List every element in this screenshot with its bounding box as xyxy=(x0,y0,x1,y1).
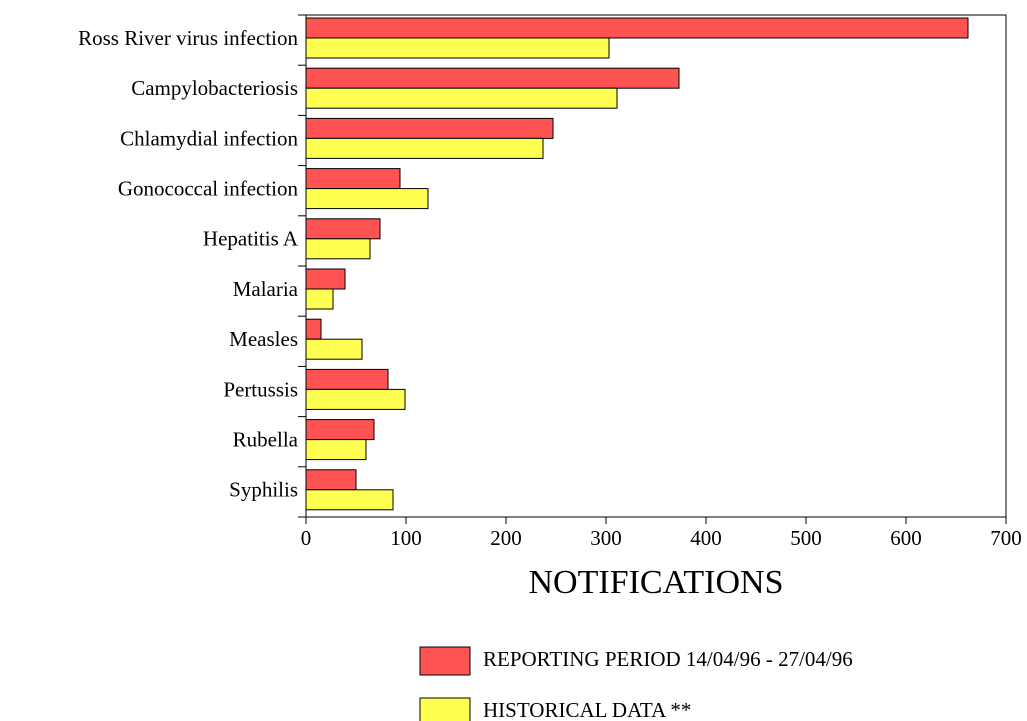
y-tick-label: Chlamydial infection xyxy=(120,126,298,150)
x-tick-label: 300 xyxy=(590,526,622,550)
bar xyxy=(305,137,544,159)
bar xyxy=(305,117,554,139)
y-tick-label: Ross River virus infection xyxy=(78,26,298,50)
bar xyxy=(305,288,334,310)
x-tick-label: 500 xyxy=(790,526,822,550)
x-tick-label: 400 xyxy=(690,526,722,550)
bar xyxy=(305,368,389,390)
bar xyxy=(305,188,429,210)
bar xyxy=(305,17,969,39)
bar xyxy=(305,489,394,511)
bar xyxy=(305,67,680,89)
y-tick-label: Campylobacteriosis xyxy=(131,76,298,100)
y-tick-label: Hepatitis A xyxy=(203,227,299,251)
y-tick-label: Pertussis xyxy=(223,377,298,401)
bar xyxy=(305,87,618,109)
bar xyxy=(305,218,381,240)
y-tick-label: Gonococcal infection xyxy=(118,177,299,201)
bar xyxy=(305,419,375,441)
bar xyxy=(305,388,406,410)
x-tick-label: 100 xyxy=(390,526,422,550)
legend-label: HISTORICAL DATA ** xyxy=(483,698,691,721)
legend-swatch xyxy=(419,697,471,721)
x-tick-label: 600 xyxy=(890,526,922,550)
y-tick-label: Measles xyxy=(229,327,298,351)
legend-swatch xyxy=(419,646,471,676)
x-tick-label: 0 xyxy=(301,526,312,550)
bar xyxy=(305,469,357,491)
bar xyxy=(305,439,367,461)
x-axis-label: NOTIFICATIONS xyxy=(529,564,784,601)
legend-label: REPORTING PERIOD 14/04/96 - 27/04/96 xyxy=(483,647,853,671)
bar xyxy=(305,168,401,190)
y-tick-label: Rubella xyxy=(233,428,299,452)
bar xyxy=(305,338,363,360)
y-tick-label: Malaria xyxy=(233,277,299,301)
bar xyxy=(305,318,322,340)
x-tick-label: 200 xyxy=(490,526,522,550)
x-tick-label: 700 xyxy=(990,526,1022,550)
bar xyxy=(305,238,371,260)
bar xyxy=(305,268,346,290)
bar xyxy=(305,37,610,59)
y-tick-label: Syphilis xyxy=(229,478,298,502)
